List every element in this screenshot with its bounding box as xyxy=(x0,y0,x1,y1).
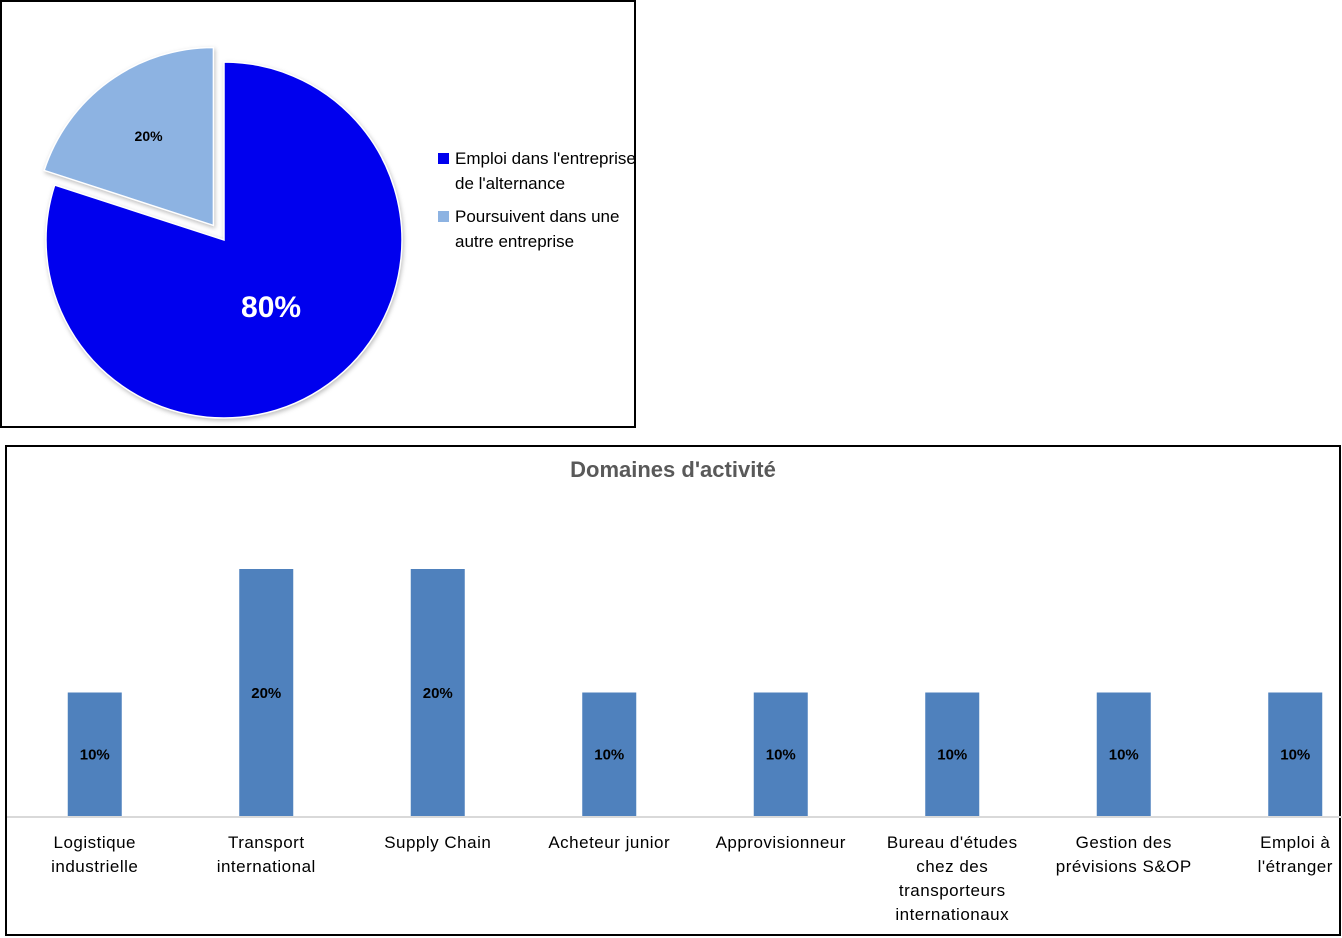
bar-data-label: 20% xyxy=(251,685,281,702)
bar xyxy=(753,692,808,816)
legend-item-poursuivent: Poursuivent dans une autre entreprise xyxy=(438,204,638,254)
bar-data-label: 20% xyxy=(423,685,453,702)
pie-data-label: 20% xyxy=(135,128,164,144)
bar-chart: 10% 20% 20% 10% 10% 10% 10% 10% xyxy=(7,569,1342,818)
x-tick-label: Bureau d'études chez des transporteurs i… xyxy=(886,833,1018,924)
bar xyxy=(67,692,122,816)
x-tick-label: Acheteur junior xyxy=(548,833,671,852)
pie-legend: Emploi dans l'entreprise de l'alternance… xyxy=(438,146,638,262)
legend-swatch xyxy=(438,211,449,222)
bar-data-label: 10% xyxy=(1280,747,1310,764)
bar-chart-panel: Domaines d'activité 10% 20% 20% 10% 10% 10% 10… xyxy=(5,445,1342,936)
legend-swatch xyxy=(438,153,449,164)
pie-data-label: 80% xyxy=(241,291,301,324)
bar xyxy=(1268,692,1323,816)
x-tick-label: Supply Chain xyxy=(384,833,492,852)
bar xyxy=(239,569,294,816)
bar xyxy=(1096,692,1151,816)
bar-data-label: 10% xyxy=(80,747,110,764)
pie-chart-panel: 80% 20% Emploi dans l'entreprise de l'alt… xyxy=(0,0,636,428)
x-tick-label: Approvisionneur xyxy=(715,833,846,852)
bar-data-label: 10% xyxy=(937,747,967,764)
bar xyxy=(410,569,465,816)
x-tick-label: Gestion des prévisions S&OP xyxy=(1055,833,1192,876)
bar xyxy=(582,692,637,816)
legend-label: Poursuivent dans une autre entreprise xyxy=(455,207,620,251)
bar-data-label: 10% xyxy=(766,747,796,764)
pie-slice xyxy=(45,61,403,419)
x-tick-label: Logistique industrielle xyxy=(51,833,139,876)
legend-item-emploi: Emploi dans l'entreprise de l'alternance xyxy=(438,146,638,196)
pie-slice xyxy=(43,46,215,227)
bar xyxy=(925,692,980,816)
chart-title: Domaines d'activité xyxy=(570,457,776,482)
x-tick-label: Transport international xyxy=(216,833,316,876)
bar-data-label: 10% xyxy=(594,747,624,764)
x-tick-label: Emploi à l'étranger xyxy=(1257,833,1333,876)
pie-chart: 80% 20% xyxy=(43,46,403,419)
bar-data-label: 10% xyxy=(1109,747,1139,764)
legend-label: Emploi dans l'entreprise de l'alternance xyxy=(455,149,636,193)
